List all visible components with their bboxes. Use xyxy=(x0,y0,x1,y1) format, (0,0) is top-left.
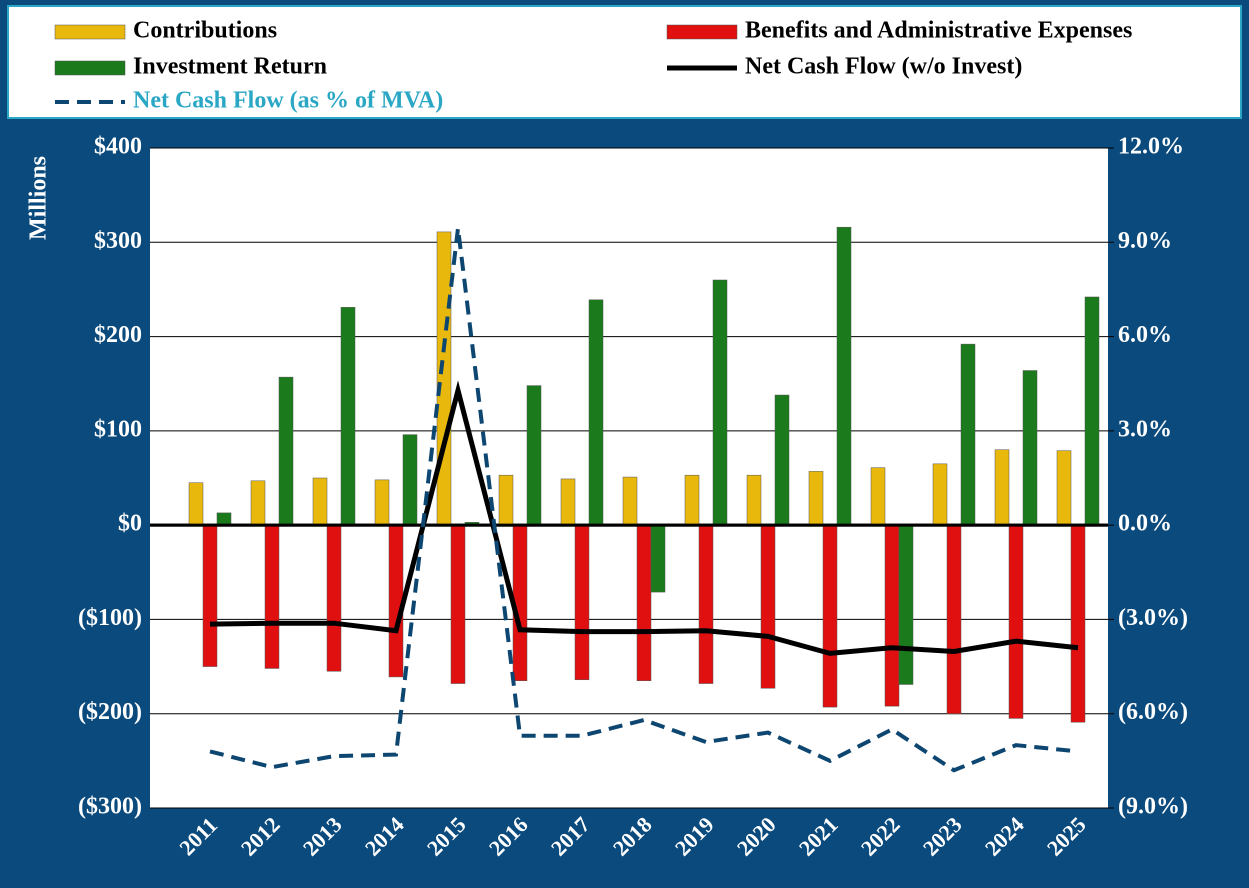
bar xyxy=(560,478,576,526)
bar xyxy=(622,476,638,526)
bar xyxy=(250,480,266,526)
bar xyxy=(340,307,356,526)
legend-label: Net Cash Flow (as % of MVA) xyxy=(133,88,443,114)
bar xyxy=(278,376,294,526)
y-tick-label: $0 xyxy=(118,511,142,537)
legend-label: Contributions xyxy=(133,18,277,44)
bar xyxy=(684,474,700,526)
bar xyxy=(1056,450,1072,526)
y2-tick-label: (9.0%) xyxy=(1118,794,1188,820)
bar xyxy=(870,467,886,526)
bar xyxy=(994,449,1010,526)
bar xyxy=(960,343,976,526)
bar xyxy=(712,279,728,526)
bar xyxy=(946,524,962,714)
bar xyxy=(836,226,852,526)
legend-swatch xyxy=(54,60,126,76)
y-tick-label: $100 xyxy=(94,416,142,442)
bar xyxy=(822,524,838,708)
bar xyxy=(774,394,790,526)
y2-tick-label: 9.0% xyxy=(1118,228,1172,254)
y-tick-label: $200 xyxy=(94,322,142,348)
bar xyxy=(402,434,418,526)
bar xyxy=(326,524,342,672)
y-tick-label: ($300) xyxy=(78,794,142,820)
bar xyxy=(264,524,280,669)
y2-tick-label: 12.0% xyxy=(1118,134,1184,160)
legend-swatch xyxy=(54,24,126,40)
y-tick-label: ($200) xyxy=(78,699,142,725)
y2-tick-label: 3.0% xyxy=(1118,416,1172,442)
y2-tick-label: (6.0%) xyxy=(1118,699,1188,725)
bar xyxy=(884,524,900,707)
bar xyxy=(636,524,652,681)
bar xyxy=(808,471,824,526)
legend-box xyxy=(7,5,1242,119)
bar xyxy=(1070,524,1086,723)
legend-label: Benefits and Administrative Expenses xyxy=(745,18,1132,44)
bar xyxy=(374,479,390,526)
bar xyxy=(588,299,604,526)
bar xyxy=(650,524,666,593)
bar xyxy=(574,524,590,681)
legend-swatch xyxy=(666,24,738,40)
y2-tick-label: 6.0% xyxy=(1118,322,1172,348)
y-tick-label: $300 xyxy=(94,228,142,254)
bar xyxy=(498,474,514,526)
bar xyxy=(216,512,232,526)
bar xyxy=(898,524,914,685)
y-axis-label: Millions xyxy=(26,156,52,240)
bar xyxy=(932,463,948,526)
bar xyxy=(746,474,762,526)
y-tick-label: ($100) xyxy=(78,605,142,631)
bar xyxy=(202,524,218,667)
legend-label: Net Cash Flow (w/o Invest) xyxy=(745,54,1022,80)
bar xyxy=(450,524,466,684)
bar xyxy=(698,524,714,684)
bar xyxy=(436,231,452,526)
bar xyxy=(1022,370,1038,526)
bar xyxy=(526,385,542,526)
y-tick-label: $400 xyxy=(94,134,142,160)
y2-tick-label: (3.0%) xyxy=(1118,605,1188,631)
line xyxy=(209,380,1079,656)
bar xyxy=(388,524,404,678)
bar xyxy=(1008,524,1024,719)
y2-tick-label: 0.0% xyxy=(1118,511,1172,537)
bar xyxy=(312,477,328,526)
bar xyxy=(1084,296,1100,526)
bar xyxy=(188,482,204,526)
legend-label: Investment Return xyxy=(133,54,327,80)
bar xyxy=(760,524,776,689)
